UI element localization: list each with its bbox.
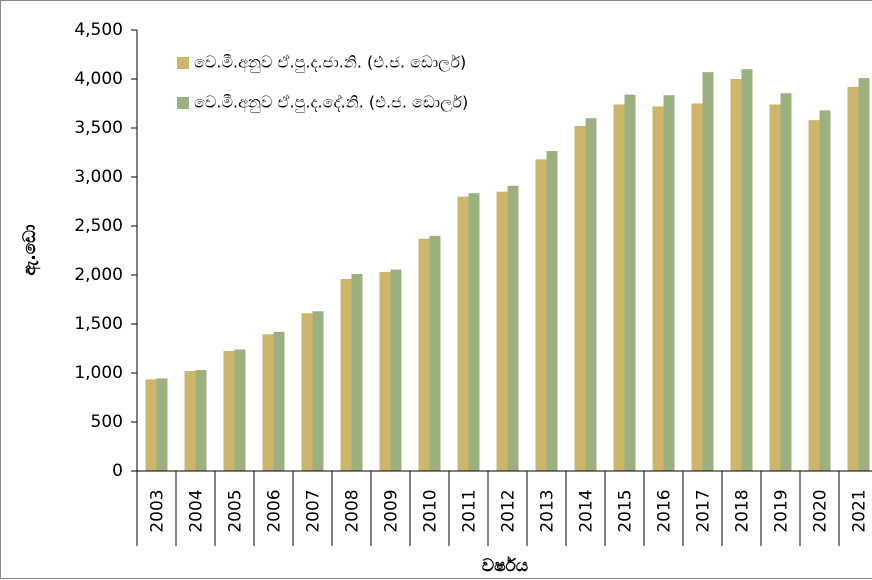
y-tick-label: 1,000: [74, 363, 123, 383]
bar: [769, 104, 781, 471]
x-tick-label: 2006: [265, 489, 285, 532]
x-tick-label: 2020: [811, 489, 831, 532]
bar: [624, 94, 636, 472]
y-tick-label: 2,500: [74, 216, 123, 236]
legend-swatch: [177, 97, 189, 109]
bar: [780, 93, 792, 472]
x-tick-label: 2018: [733, 489, 753, 532]
bar: [262, 334, 274, 471]
bar: [741, 69, 753, 471]
bar: [574, 126, 586, 471]
bar: [273, 331, 285, 471]
bar: [691, 103, 703, 471]
y-tick-label: 500: [91, 412, 123, 432]
y-tick-label: 3,000: [74, 167, 123, 187]
x-tick-label: 2021: [850, 489, 870, 532]
bar: [702, 72, 714, 471]
y-tick-label: 1,500: [74, 314, 123, 334]
x-tick-label: 2004: [187, 489, 207, 532]
x-tick-label: 2019: [772, 489, 792, 532]
bar: [234, 349, 246, 471]
bar: [156, 378, 168, 471]
bar: [301, 313, 313, 471]
legend-label: වෙ.මී.අනුව ඒ.පු.ද.දේ.නි. (එ.ජ. ඩොලර්): [194, 93, 468, 113]
bar: [847, 86, 859, 471]
bar: [468, 193, 480, 472]
bar: [184, 371, 196, 471]
y-tick-label: 0: [112, 461, 123, 481]
bar: [390, 269, 402, 471]
bar: [418, 238, 430, 471]
x-tick-label: 2013: [538, 489, 558, 532]
bar: [858, 78, 870, 472]
bar: [223, 350, 235, 471]
bar: [546, 151, 558, 471]
bar: [379, 272, 391, 471]
y-tick-label: 4,000: [74, 69, 123, 89]
x-tick-label: 2011: [460, 489, 480, 532]
x-tick-label: 2007: [304, 489, 324, 532]
bar: [663, 95, 675, 472]
bar: [535, 159, 547, 472]
x-tick-label: 2012: [499, 489, 519, 532]
bar: [340, 278, 352, 471]
x-tick-label: 2005: [226, 489, 246, 532]
bar: [613, 104, 625, 471]
bar: [145, 379, 157, 471]
x-tick-label: 2014: [577, 489, 597, 532]
bar: [351, 274, 363, 471]
y-tick-label: 3,500: [74, 118, 123, 138]
bar: [429, 235, 441, 471]
x-tick-label: 2009: [382, 489, 402, 532]
bar: [496, 191, 508, 471]
legend-label: වෙ.මී.අනුව ඒ.පු.ද.ජා.නි. (එ.ජ. ඩොලර්): [194, 53, 466, 73]
bar: [808, 120, 820, 471]
x-tick-label: 2015: [616, 489, 636, 532]
y-axis-title: ඇ.ඩො: [20, 224, 41, 275]
bar: [819, 110, 831, 472]
bar: [312, 311, 324, 471]
bar: [507, 185, 519, 471]
legend-swatch: [177, 57, 189, 69]
x-tick-label: 2017: [694, 489, 714, 532]
bar: [652, 106, 664, 471]
bar: [195, 370, 207, 471]
bar: [585, 118, 597, 471]
y-tick-label: 4,500: [74, 20, 123, 40]
x-axis-title: වර්ෂය: [482, 556, 528, 576]
x-tick-label: 2016: [655, 489, 675, 532]
y-tick-label: 2,000: [74, 265, 123, 285]
x-tick-label: 2008: [343, 489, 363, 532]
bar: [730, 79, 742, 471]
x-tick-label: 2010: [421, 489, 441, 532]
bar: [457, 196, 469, 471]
x-tick-label: 2003: [148, 489, 168, 532]
